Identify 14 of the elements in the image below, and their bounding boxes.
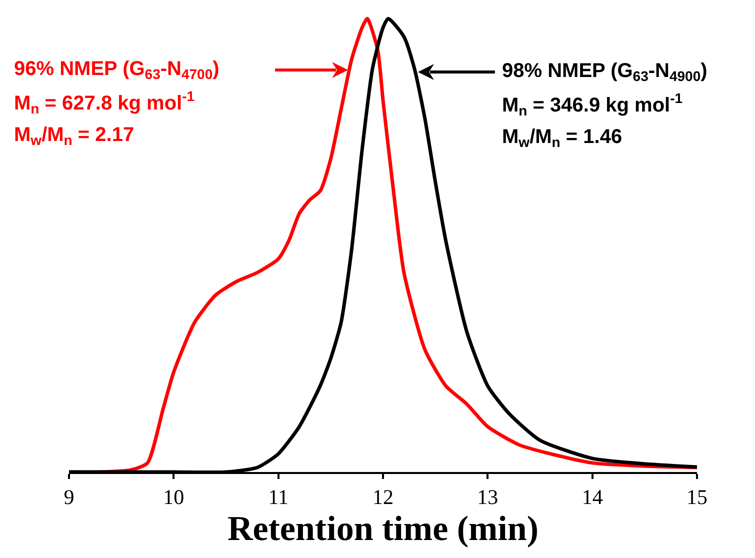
annotation: M$_{w}$/M$_{n}$ = 1.46: [502, 126, 622, 150]
x-tick-label: 9: [64, 485, 74, 510]
x-tick-label: 12: [372, 485, 394, 510]
annotation: M$_{n}$ = 346.9 kg mol$^{-1}$: [502, 90, 683, 119]
x-tick-label: 10: [163, 485, 184, 510]
x-tick-label: 14: [582, 485, 604, 510]
annotation: M$_{n}$ = 627.8 kg mol$^{-1}$: [14, 88, 195, 117]
annotation: M$_{w}$/M$_{n}$ = 2.17: [14, 124, 134, 148]
x-tick-label: 11: [268, 485, 288, 510]
annotation: 98% NMEP (G$_{63}$-N$_{4900}$): [502, 60, 708, 84]
annotation: 96% NMEP (G$_{63}$-N$_{4700}$): [14, 58, 220, 82]
x-axis-title: Retention time (min): [227, 509, 539, 548]
x-tick-label: 13: [477, 485, 498, 510]
x-tick-label: 15: [686, 485, 708, 510]
